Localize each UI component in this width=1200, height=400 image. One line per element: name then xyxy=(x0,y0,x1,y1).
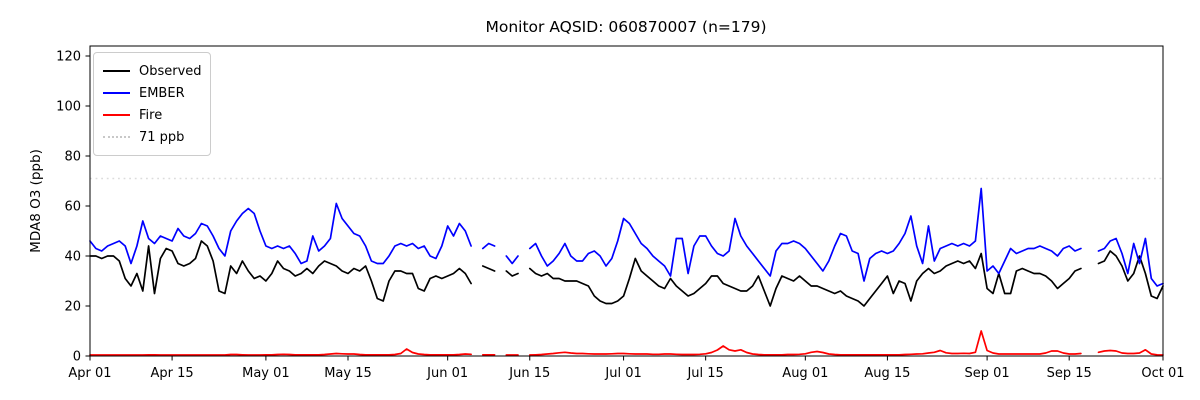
legend-label: Fire xyxy=(139,107,163,123)
x-axis-ticks: Apr 01 Apr 15 May 01 May 15 Jun 01 Jun 15 Jul … xyxy=(68,356,1185,381)
x-tick-label: Apr 01 xyxy=(68,366,111,381)
legend-line-sample xyxy=(103,136,130,138)
chart-title: Monitor AQSID: 060870007 (n=179) xyxy=(485,18,766,36)
legend-line-sample xyxy=(103,92,130,94)
y-axis-ticks: 0 20 40 60 80 100 120 xyxy=(56,50,90,365)
data-series-group xyxy=(89,187,1164,356)
x-tick-label: May 01 xyxy=(242,366,290,381)
ember-line xyxy=(89,187,1164,287)
observed-line xyxy=(89,240,1164,307)
legend-line-sample xyxy=(103,114,130,116)
legend-label: 71 ppb xyxy=(139,129,185,145)
legend-item: 71 ppb xyxy=(103,126,200,148)
x-tick-label: Jun 01 xyxy=(426,366,468,381)
legend-item: EMBER xyxy=(103,82,200,104)
y-axis-label: MDA8 O3 (ppb) xyxy=(28,149,44,253)
x-tick-label: Jun 15 xyxy=(508,366,550,381)
legend-line-sample xyxy=(103,70,130,72)
x-tick-label: Aug 15 xyxy=(864,366,910,381)
x-tick-label: Jul 15 xyxy=(686,366,723,381)
x-tick-label: Sep 01 xyxy=(965,366,1010,381)
fire-line xyxy=(89,330,1164,356)
y-tick-label: 20 xyxy=(64,300,81,315)
x-tick-label: Jul 01 xyxy=(604,366,641,381)
x-tick-label: Aug 01 xyxy=(782,366,828,381)
y-tick-label: 120 xyxy=(56,50,81,65)
y-tick-label: 100 xyxy=(56,100,81,115)
x-tick-label: May 15 xyxy=(324,366,372,381)
y-tick-label: 60 xyxy=(64,200,81,215)
x-tick-label: Sep 15 xyxy=(1047,366,1092,381)
legend-item: Fire xyxy=(103,104,200,126)
x-tick-label: Apr 15 xyxy=(151,366,194,381)
y-tick-label: 0 xyxy=(73,350,81,365)
legend: Observed EMBER Fire 71 ppb xyxy=(93,52,211,156)
legend-item: Observed xyxy=(103,60,202,82)
axes-frame xyxy=(89,45,1164,357)
x-tick-label: Oct 01 xyxy=(1141,366,1184,381)
legend-label: EMBER xyxy=(139,85,185,101)
y-tick-label: 40 xyxy=(64,250,81,265)
y-tick-label: 80 xyxy=(64,150,81,165)
legend-label: Observed xyxy=(139,63,202,79)
